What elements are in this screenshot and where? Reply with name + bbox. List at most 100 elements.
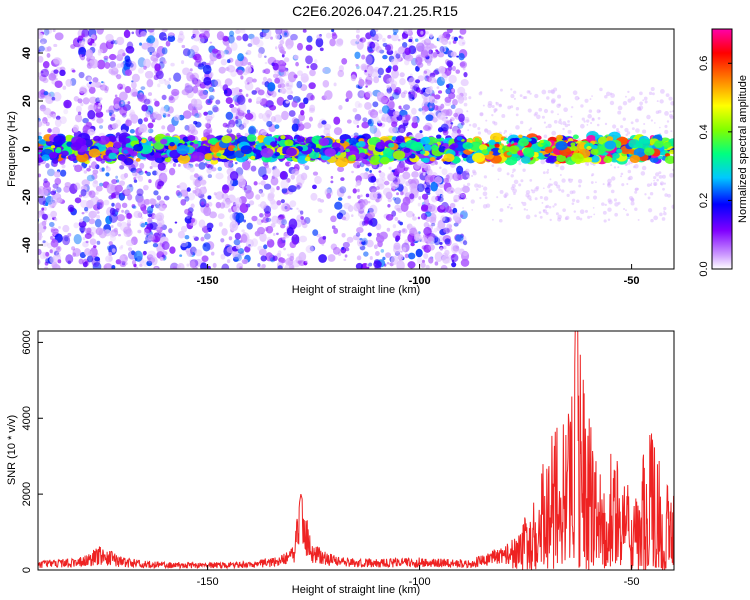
heatmap-speckle <box>53 57 63 67</box>
heatmap-speckle <box>259 232 267 242</box>
heatmap-speckle <box>412 116 418 124</box>
heatmap-speckle <box>306 35 313 43</box>
heatmap-speckle <box>457 95 464 104</box>
heatmap-speckle <box>276 253 281 258</box>
heatmap-speckle <box>212 106 220 113</box>
heatmap-speckle <box>659 126 661 129</box>
heatmap-speckle <box>462 185 470 193</box>
heatmap-speckle <box>538 107 543 112</box>
heatmap-speckle <box>81 179 90 187</box>
heatmap-speckle <box>636 187 639 191</box>
heatmap-speckle <box>204 122 210 128</box>
heatmap-speckle <box>428 95 436 104</box>
heatmap-speckle <box>540 159 546 165</box>
heatmap-speckle <box>322 235 327 240</box>
heatmap-speckle <box>202 64 212 75</box>
heatmap-speckle <box>284 32 288 36</box>
heatmap-speckle <box>93 210 98 215</box>
heatmap-speckle <box>38 234 41 238</box>
heatmap-speckle <box>181 88 190 96</box>
heatmap-speckle <box>395 53 401 59</box>
heatmap-speckle <box>225 97 233 104</box>
heatmap-speckle <box>153 214 160 220</box>
heatmap-speckle <box>445 257 451 264</box>
heatmap-speckle <box>670 130 673 133</box>
heatmap-speckle <box>460 36 464 40</box>
heatmap-speckle <box>301 76 310 82</box>
heatmap-speckle <box>440 215 446 222</box>
heatmap-speckle <box>322 80 330 88</box>
heatmap-speckle <box>663 206 667 211</box>
heatmap-speckle <box>115 208 120 213</box>
heatmap-speckle <box>363 91 371 100</box>
heatmap-speckle <box>356 164 361 169</box>
heatmap-speckle <box>207 195 212 200</box>
heatmap-speckle <box>529 92 532 95</box>
heatmap-speckle <box>164 80 171 86</box>
heatmap-speckle <box>289 241 297 249</box>
heatmap-speckle <box>98 228 107 239</box>
heatmap-speckle <box>262 76 268 82</box>
heatmap-speckle <box>391 121 398 128</box>
heatmap-speckle <box>233 239 241 246</box>
heatmap-speckle <box>635 128 640 133</box>
heatmap-band-cell <box>669 149 674 155</box>
heatmap-speckle <box>274 124 280 129</box>
heatmap-speckle <box>63 99 72 109</box>
heatmap-speckle <box>521 201 524 204</box>
heatmap-speckle <box>491 164 495 167</box>
heatmap-band-cell <box>314 147 321 153</box>
heatmap-speckle <box>381 113 390 123</box>
heatmap-speckle <box>572 90 578 96</box>
heatmap-speckle <box>542 171 546 175</box>
heatmap-speckle <box>574 95 580 101</box>
heatmap-band-cell <box>481 149 488 155</box>
heatmap-speckle <box>371 114 379 125</box>
heatmap-speckle <box>378 170 382 173</box>
heatmap-speckle <box>390 117 395 122</box>
heatmap-speckle <box>336 212 344 220</box>
heatmap-speckle <box>230 42 238 51</box>
heatmap-speckle <box>38 72 41 78</box>
heatmap-speckle <box>425 264 430 269</box>
heatmap-speckle <box>186 249 193 258</box>
heatmap-speckle <box>475 188 479 191</box>
heatmap-speckle <box>260 192 265 198</box>
heatmap-speckle <box>433 104 439 111</box>
heatmap-speckle <box>591 118 595 122</box>
heatmap-speckle <box>506 172 510 176</box>
colorbar: 0.00.20.40.6 Normalized spectral amplitu… <box>698 28 749 277</box>
heatmap-speckle <box>203 206 212 217</box>
heatmap-speckle <box>71 69 76 73</box>
heatmap-speckle <box>229 170 239 181</box>
heatmap-speckle <box>116 74 122 80</box>
heatmap-speckle <box>364 69 367 73</box>
heatmap-speckle <box>392 110 400 118</box>
heatmap-speckle <box>376 177 385 188</box>
heatmap-band-cell <box>169 142 175 147</box>
heatmap-speckle <box>227 59 231 64</box>
heatmap-speckle <box>221 193 229 200</box>
heatmap-speckle <box>71 246 76 251</box>
heatmap-speckle <box>459 29 467 35</box>
heatmap-speckle <box>387 172 394 180</box>
heatmap-speckle <box>290 91 294 94</box>
heatmap-band-cell <box>173 158 179 163</box>
heatmap-speckle <box>143 184 149 191</box>
heatmap-speckle <box>143 117 149 122</box>
heatmap-speckle <box>282 236 286 241</box>
heatmap-speckle <box>276 232 279 236</box>
heatmap-band-cell <box>133 143 143 152</box>
heatmap-speckle <box>33 125 36 128</box>
heatmap-speckle <box>34 268 37 270</box>
heatmap-speckle <box>225 198 231 205</box>
heatmap-speckle <box>163 79 167 82</box>
heatmap-speckle <box>460 160 464 163</box>
heatmap-speckle <box>48 72 57 81</box>
heatmap-speckle <box>97 51 102 56</box>
heatmap-speckle <box>103 58 108 63</box>
heatmap-speckle <box>434 100 438 104</box>
heatmap-speckle <box>138 170 144 176</box>
heatmap-speckle <box>452 207 458 214</box>
heatmap-speckle <box>451 131 459 139</box>
